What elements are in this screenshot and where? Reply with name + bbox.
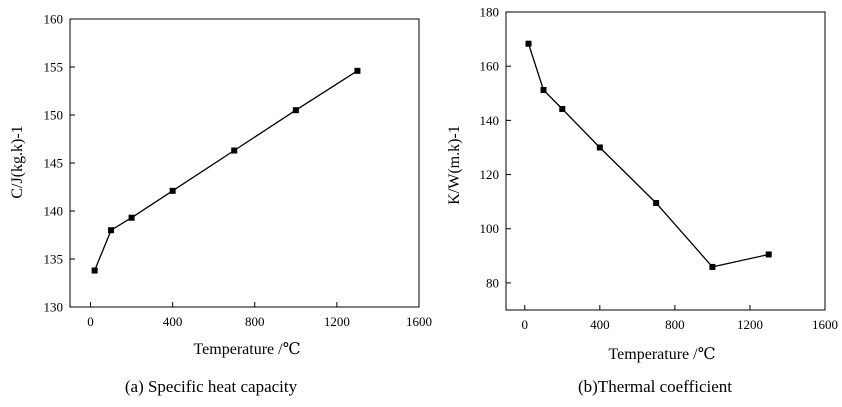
- chart-a-ytick-label: 145: [44, 156, 64, 171]
- chart-a-ylabel: C/J(kg.k)-1: [9, 125, 26, 198]
- chart-a-xtick-label: 1200: [324, 314, 350, 329]
- chart-b-frame: [505, 11, 826, 311]
- chart-a-data-point: [292, 107, 299, 114]
- chart-a: 0 400 800 1200 1600 130 135 140 145 150 155 160 Tem…: [9, 12, 432, 397]
- chart-a-xtick-label: 0: [87, 314, 94, 329]
- chart-b-plot: 0 400 800 1200 1600 80 100 120 140 160 180: [480, 5, 839, 333]
- chart-b-data-point: [596, 144, 603, 151]
- chart-a-frame: [69, 18, 420, 308]
- chart-a-ytick-label: 140: [44, 204, 64, 219]
- chart-b-ytick-label: 100: [480, 221, 500, 236]
- chart-b-ytick-label: 180: [480, 5, 500, 20]
- chart-a-plot: 0 400 800 1200 1600 130 135 140 145 150 155 160: [44, 12, 433, 330]
- chart-b-series-line: [527, 43, 769, 268]
- chart-a-xlabel: Temperature /℃: [194, 341, 301, 358]
- chart-a-ytick-label: 160: [44, 12, 64, 27]
- chart-a-data-point: [354, 67, 361, 74]
- chart-a-data-point: [128, 214, 135, 221]
- chart-a-data-point: [231, 147, 238, 154]
- chart-a-ytick-label: 135: [44, 252, 64, 267]
- chart-a-ytick-label: 130: [44, 300, 64, 315]
- chart-b-ytick-label: 140: [480, 113, 500, 128]
- chart-b-xtick-label: 0: [522, 317, 529, 332]
- chart-b-ytick-label: 120: [480, 167, 500, 182]
- chart-b-data-point: [559, 105, 566, 112]
- chart-b-ylabel: K/W(m.k)-1: [446, 125, 463, 205]
- chart-a-caption: (a) Specific heat capacity: [125, 377, 298, 396]
- chart-b-xtick-label: 1600: [812, 317, 838, 332]
- chart-a-xtick-label: 1600: [406, 314, 432, 329]
- chart-b: 0 400 800 1200 1600 80 100 120 140 160 180 Tempera…: [446, 5, 838, 397]
- chart-a-data-point: [108, 227, 115, 234]
- chart-a-xtick-label: 800: [245, 314, 265, 329]
- chart-b-ytick-label: 80: [486, 275, 499, 290]
- chart-b-data-point: [540, 87, 547, 94]
- chart-b-data-point: [653, 199, 660, 206]
- chart-a-series-line: [93, 70, 358, 271]
- chart-b-ytick-label: 160: [480, 59, 500, 74]
- chart-b-xlabel: Temperature /℃: [609, 346, 716, 363]
- chart-b-data-point: [709, 263, 716, 270]
- chart-a-xtick-label: 400: [163, 314, 183, 329]
- chart-a-data-point: [169, 187, 176, 194]
- chart-b-caption: (b)Thermal coefficient: [578, 377, 732, 396]
- chart-b-xtick-label: 1200: [737, 317, 763, 332]
- chart-a-ytick-label: 150: [44, 108, 64, 123]
- chart-b-xtick-label: 400: [590, 317, 610, 332]
- chart-a-ytick-label: 155: [44, 60, 64, 75]
- chart-a-data-point: [91, 267, 98, 274]
- chart-b-data-point: [765, 251, 772, 258]
- chart-b-xtick-label: 800: [665, 317, 685, 332]
- chart-b-data-point: [525, 40, 532, 47]
